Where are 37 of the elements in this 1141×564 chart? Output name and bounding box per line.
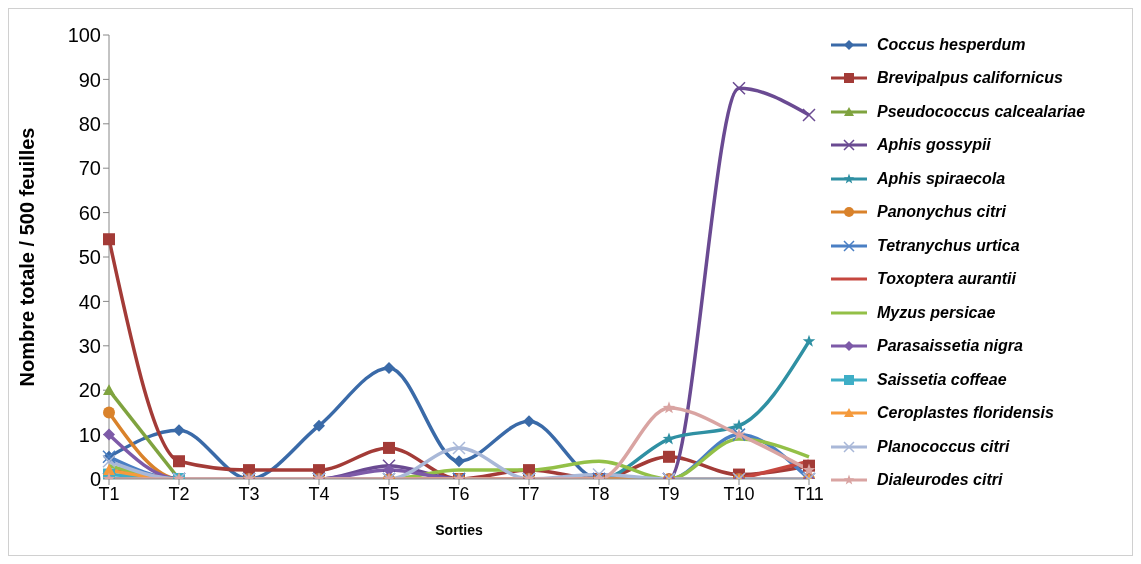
- legend-label: Pseudococcus calcealariae: [877, 102, 1086, 121]
- y-tick-label: 60: [78, 201, 101, 224]
- y-tick-label: 40: [78, 290, 101, 313]
- x-tick-label: T10: [723, 483, 755, 504]
- x-tick-label: T2: [168, 483, 190, 504]
- legend-label: Parasaissetia nigra: [877, 337, 1023, 355]
- y-tick-label: 0: [89, 468, 101, 491]
- y-axis-title: Nombre totale / 500 feuilles: [16, 127, 39, 387]
- x-tick-label: T9: [658, 483, 680, 504]
- x-axis-title: Sorties: [435, 522, 483, 538]
- y-tick-label: 10: [78, 423, 101, 446]
- legend-label: Planococcus citri: [877, 437, 1010, 456]
- legend-label: Dialeurodes citri: [877, 471, 1003, 489]
- x-tick-label: T6: [448, 483, 470, 504]
- legend-label: Ceroplastes floridensis: [877, 404, 1054, 422]
- legend-label: Toxoptera aurantii: [877, 270, 1016, 288]
- legend-label: Saissetia coffeae: [877, 370, 1007, 389]
- x-tick-label: T8: [588, 483, 610, 504]
- y-tick-label: 30: [78, 334, 101, 357]
- legend-label: Aphis gossypii: [877, 136, 991, 154]
- y-tick-label: 90: [78, 68, 101, 91]
- x-tick-label: T5: [378, 483, 400, 504]
- legend-label: Tetranychus urtica: [877, 236, 1020, 255]
- legend-label: Brevipalpus californicus: [877, 69, 1063, 87]
- x-tick-label: T4: [308, 483, 330, 504]
- x-tick-label: T3: [238, 483, 260, 504]
- y-tick-label: 50: [78, 246, 101, 269]
- legend-label: Panonychus citri: [877, 203, 1006, 221]
- y-tick-label: 100: [67, 24, 101, 47]
- x-tick-label: T11: [794, 483, 824, 504]
- x-tick-label: T7: [518, 483, 540, 504]
- legend-label: Myzus persicae: [877, 303, 996, 322]
- legend-label: Coccus hesperdum: [877, 35, 1026, 54]
- y-tick-label: 70: [78, 157, 101, 180]
- y-tick-label: 20: [78, 379, 101, 402]
- y-tick-label: 80: [78, 112, 101, 135]
- legend-label: Aphis spiraecola: [877, 169, 1006, 188]
